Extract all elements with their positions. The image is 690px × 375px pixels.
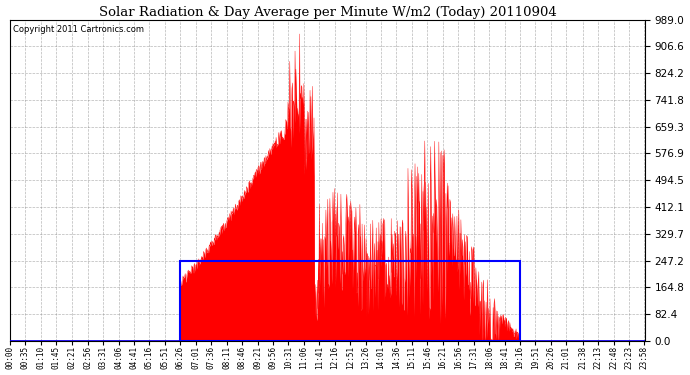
Bar: [180, 261, 520, 341]
Title: Solar Radiation & Day Average per Minute W/m2 (Today) 20110904: Solar Radiation & Day Average per Minute…: [99, 6, 556, 18]
Text: Copyright 2011 Cartronics.com: Copyright 2011 Cartronics.com: [13, 24, 144, 33]
